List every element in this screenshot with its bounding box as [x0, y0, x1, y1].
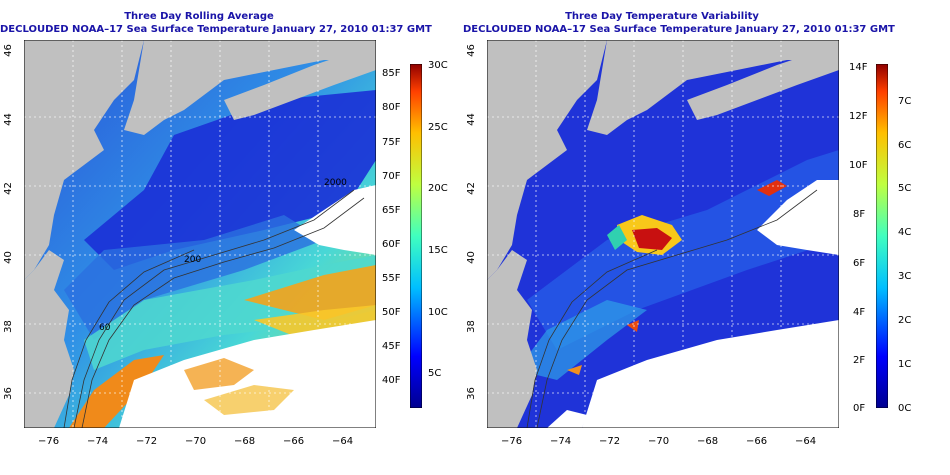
left-cb-55f: 55F	[382, 273, 401, 284]
left-cb-70f: 70F	[382, 171, 401, 182]
left-xtick-74: −74	[87, 436, 109, 447]
left-cb-40f: 40F	[382, 375, 401, 386]
left-sst-map: 2000 200 60	[24, 40, 376, 428]
right-variability-map	[487, 40, 839, 428]
right-xtick-64: −64	[795, 436, 817, 447]
left-cb-30c: 30C	[428, 60, 448, 71]
left-cb-60f: 60F	[382, 239, 401, 250]
left-ytick-44: 44	[2, 113, 14, 126]
right-title-line2: DECLOUDED NOAA–17 Sea Surface Temperatur…	[463, 24, 895, 35]
right-ytick-44: 44	[465, 113, 477, 126]
right-cb-6c: 6C	[898, 140, 912, 151]
left-cb-20c: 20C	[428, 183, 448, 194]
left-xtick-68: −68	[234, 436, 256, 447]
right-xtick-70: −70	[648, 436, 670, 447]
contour-label-60: 60	[99, 323, 111, 333]
left-title-line2: DECLOUDED NOAA–17 Sea Surface Temperatur…	[0, 24, 432, 35]
right-xtick-66: −66	[746, 436, 768, 447]
left-cb-80f: 80F	[382, 102, 401, 113]
left-cb-5c: 5C	[428, 368, 442, 379]
right-ytick-36: 36	[465, 387, 477, 400]
right-cb-2f: 2F	[853, 355, 866, 366]
right-cb-12f: 12F	[849, 111, 868, 122]
left-colorbar	[410, 64, 422, 408]
right-cb-14f: 14F	[849, 62, 868, 73]
right-cb-8f: 8F	[853, 209, 866, 220]
right-xtick-74: −74	[550, 436, 572, 447]
left-ytick-40: 40	[2, 251, 14, 264]
left-xtick-70: −70	[185, 436, 207, 447]
left-cb-75f: 75F	[382, 137, 401, 148]
right-cb-7c: 7C	[898, 96, 912, 107]
right-xtick-76: −76	[501, 436, 523, 447]
right-xtick-72: −72	[599, 436, 621, 447]
left-cb-45f: 45F	[382, 341, 401, 352]
right-cb-6f: 6F	[853, 258, 866, 269]
left-ytick-42: 42	[2, 182, 14, 195]
right-cb-0f: 0F	[853, 403, 866, 414]
right-cb-4f: 4F	[853, 307, 866, 318]
left-xtick-66: −66	[283, 436, 305, 447]
right-xtick-68: −68	[697, 436, 719, 447]
left-cb-85f: 85F	[382, 68, 401, 79]
contour-label-200: 200	[184, 255, 201, 265]
left-ytick-36: 36	[2, 387, 14, 400]
left-ytick-46: 46	[2, 44, 14, 57]
right-cb-1c: 1C	[898, 359, 912, 370]
right-cb-4c: 4C	[898, 227, 912, 238]
left-xtick-64: −64	[332, 436, 354, 447]
left-title-line1: Three Day Rolling Average	[124, 11, 274, 22]
left-ytick-38: 38	[2, 320, 14, 333]
right-cb-0c: 0C	[898, 403, 912, 414]
contour-label-2000: 2000	[324, 178, 347, 188]
right-cb-5c: 5C	[898, 183, 912, 194]
left-cb-50f: 50F	[382, 307, 401, 318]
left-cb-15c: 15C	[428, 245, 448, 256]
right-title-line1: Three Day Temperature Variability	[565, 11, 759, 22]
right-cb-3c: 3C	[898, 271, 912, 282]
left-xtick-76: −76	[38, 436, 60, 447]
left-cb-10c: 10C	[428, 307, 448, 318]
right-ytick-46: 46	[465, 44, 477, 57]
right-colorbar	[876, 64, 888, 408]
left-cb-65f: 65F	[382, 205, 401, 216]
right-cb-10f: 10F	[849, 160, 868, 171]
left-cb-25c: 25C	[428, 122, 448, 133]
right-ytick-40: 40	[465, 251, 477, 264]
right-cb-2c: 2C	[898, 315, 912, 326]
right-ytick-42: 42	[465, 182, 477, 195]
right-ytick-38: 38	[465, 320, 477, 333]
left-xtick-72: −72	[136, 436, 158, 447]
